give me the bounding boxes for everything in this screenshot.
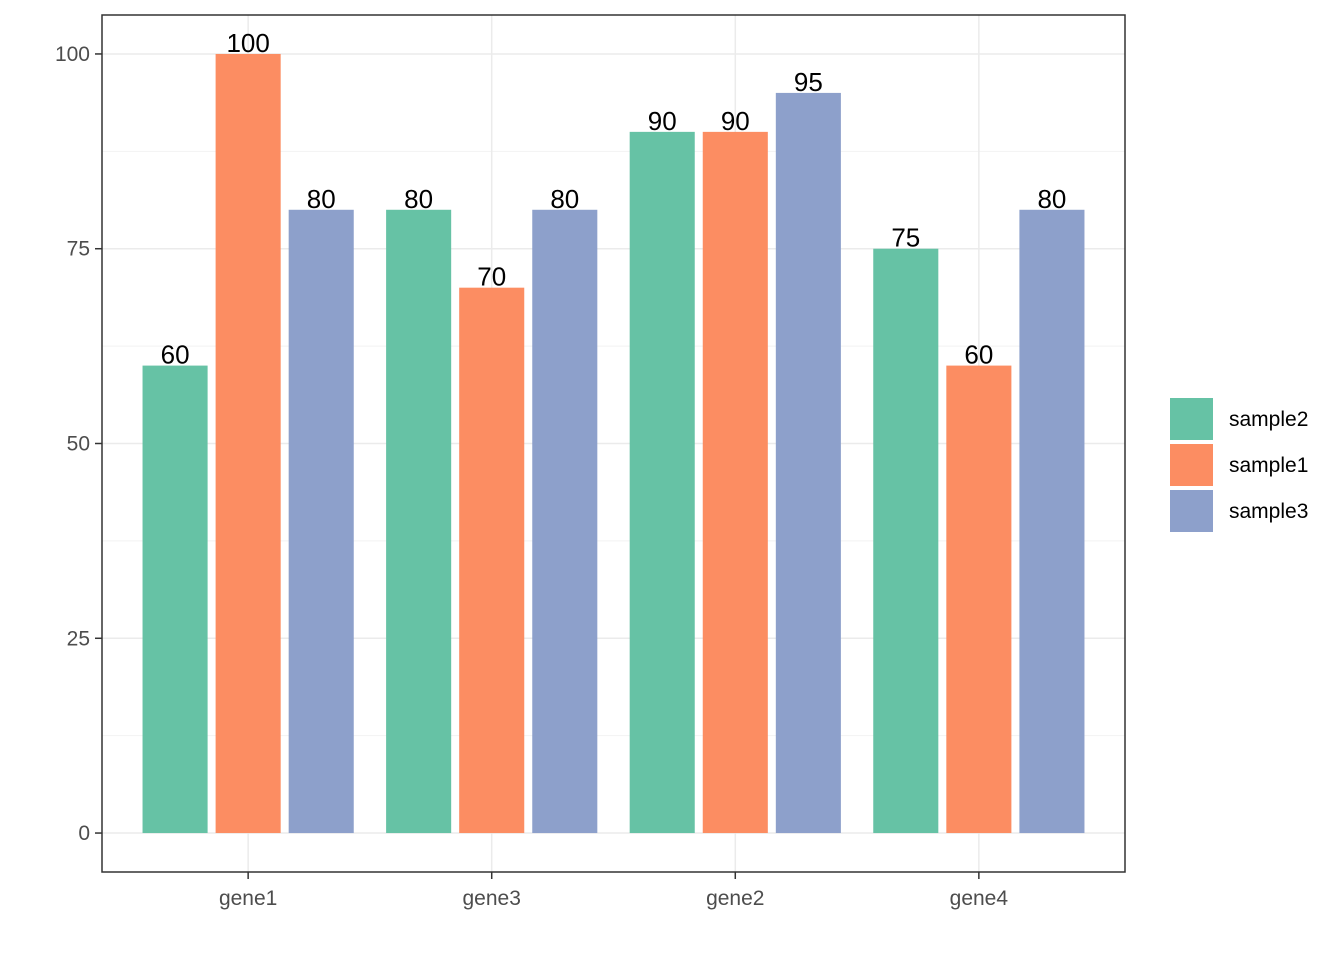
legend-key-sample2: [1170, 398, 1213, 440]
y-tick-label: 75: [67, 238, 90, 261]
bar-value-label: 90: [648, 106, 677, 136]
bar-gene2-sample1: [702, 131, 768, 834]
x-axis: gene1 gene3 gene2 gene4: [219, 872, 1008, 910]
bar-value-label: 100: [226, 28, 269, 58]
y-tick-label: 25: [67, 627, 90, 650]
bar-gene2-sample3: [775, 92, 841, 834]
bar-value-label: 70: [477, 262, 506, 292]
bar-value-label: 80: [1037, 184, 1066, 214]
bar-value-label: 80: [404, 184, 433, 214]
legend-label: sample1: [1229, 454, 1308, 477]
x-tick-label: gene4: [950, 887, 1009, 910]
bar-value-label: 95: [794, 67, 823, 97]
bar-value-label: 80: [307, 184, 336, 214]
legend-key-sample1: [1170, 444, 1213, 486]
y-tick-label: 100: [55, 43, 90, 66]
y-axis: 0 25 50 75 100: [55, 43, 102, 845]
bar-value-label: 75: [891, 223, 920, 253]
legend-label: sample2: [1229, 408, 1308, 431]
bar-gene4-sample2: [873, 248, 939, 834]
x-tick-label: gene1: [219, 887, 277, 910]
bar-gene3-sample2: [386, 209, 452, 834]
legend: sample2 sample1 sample3: [1170, 398, 1308, 532]
bar-gene1-sample2: [142, 365, 208, 834]
bar-gene2-sample2: [629, 131, 695, 834]
y-tick-label: 0: [78, 822, 90, 845]
bar-gene4-sample1: [946, 365, 1012, 834]
bar-value-label: 60: [964, 340, 993, 370]
legend-key-sample3: [1170, 490, 1213, 532]
bar-value-label: 60: [161, 340, 190, 370]
x-tick-label: gene3: [463, 887, 521, 910]
bar-value-label: 80: [550, 184, 579, 214]
y-tick-label: 50: [67, 433, 90, 456]
bar-gene3-sample1: [459, 287, 525, 834]
bar-gene3-sample3: [532, 209, 598, 834]
x-tick-label: gene2: [706, 887, 764, 910]
legend-label: sample3: [1229, 500, 1308, 523]
bar-gene1-sample1: [215, 53, 281, 834]
bar-gene4-sample3: [1019, 209, 1085, 834]
bar-value-label: 90: [721, 106, 750, 136]
bars-group: [142, 53, 1085, 834]
bar-labels-group: 60 100 80 80 70 80 90 90 95 75 60 80: [161, 28, 1067, 370]
bar-gene1-sample3: [288, 209, 354, 834]
